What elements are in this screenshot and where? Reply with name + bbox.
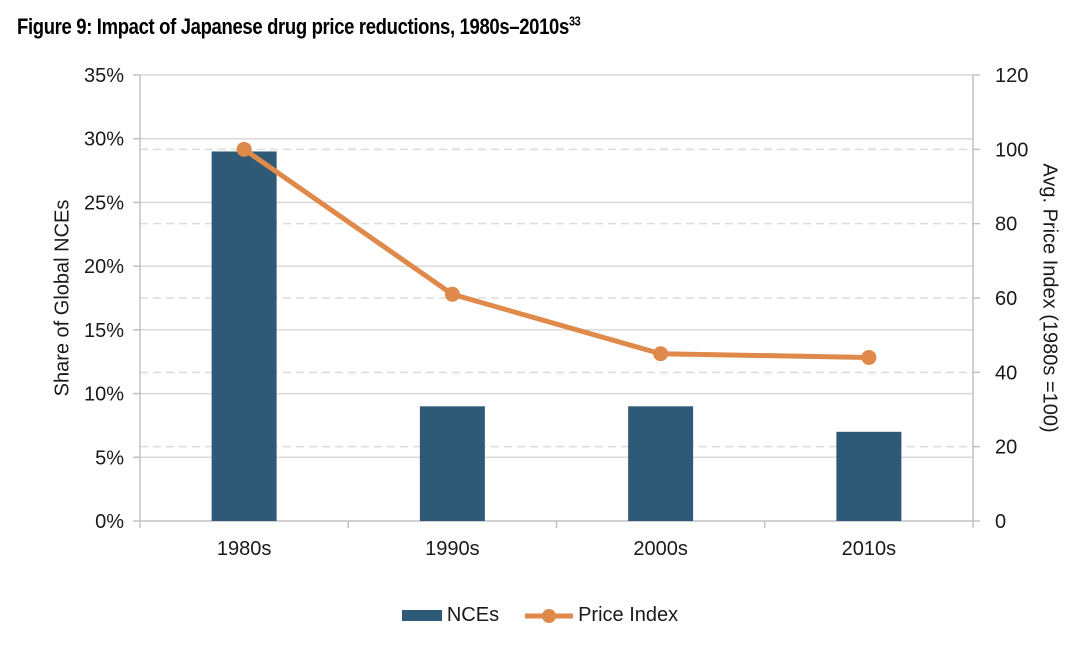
left-axis-title: Share of Global NCEs	[51, 199, 74, 397]
left-axis-tick-label: 0%	[95, 511, 124, 533]
legend-item-price-index: Price Index	[525, 604, 678, 627]
right-axis-tick-label: 80	[995, 214, 1017, 236]
left-axis-tick-label: 30%	[84, 129, 124, 151]
figure-title-text: Figure 9: Impact of Japanese drug price …	[17, 14, 569, 39]
right-axis-tick-label: 40	[995, 362, 1017, 384]
price-index-line	[241, 146, 872, 360]
left-axis-tick-label: 5%	[95, 447, 124, 469]
x-axis-category-label: 2000s	[633, 538, 688, 560]
legend-label-price-index: Price Index	[578, 604, 679, 626]
left-axis-tick-label: 10%	[84, 384, 124, 406]
left-axis-tick-label: 25%	[84, 192, 124, 214]
price-index-line-swatch-icon	[525, 608, 574, 623]
right-axis-tick-label: 60	[995, 288, 1017, 310]
nces-bar-2010s	[836, 431, 902, 521]
right-axis-tick-label: 100	[995, 139, 1028, 161]
nces-bar-2000s	[628, 406, 694, 521]
right-axis-title: Avg. Price Index (1980s =100)	[1038, 163, 1061, 433]
price-index-point-1980s	[236, 141, 252, 157]
legend-item-nces: NCEs	[401, 604, 500, 627]
figure-title: Figure 9: Impact of Japanese drug price …	[17, 13, 581, 40]
nces-bar-1980s	[211, 151, 277, 521]
combo-chart-canvas: 0% 5% 10% 15% 20% 25% 30% 35% 0 20 40 60 80 100 120 198…	[84, 65, 1028, 560]
left-axis-tick-label: 20%	[84, 256, 124, 278]
legend-label-nces: NCEs	[446, 604, 500, 626]
left-axis-tick-label: 15%	[84, 320, 124, 342]
right-axis-tick-label: 120	[995, 65, 1028, 87]
nces-bar-1990s	[419, 406, 485, 521]
left-axis-tick-label: 35%	[84, 65, 124, 87]
chart-legend: NCEs Price Index	[0, 604, 1080, 627]
x-axis-category-label: 2010s	[842, 538, 897, 560]
right-axis-tick-label: 20	[995, 437, 1017, 459]
right-axis-tick-label: 0	[995, 511, 1006, 533]
price-index-point-1990s	[444, 286, 460, 302]
x-axis-category-label: 1990s	[425, 538, 480, 560]
nces-bar-swatch-icon	[401, 610, 442, 621]
x-axis-category-label: 1980s	[217, 538, 272, 560]
price-index-point-2000s	[653, 346, 669, 362]
figure-title-footnote-ref: 33	[568, 13, 581, 29]
price-index-point-2010s	[861, 349, 877, 365]
